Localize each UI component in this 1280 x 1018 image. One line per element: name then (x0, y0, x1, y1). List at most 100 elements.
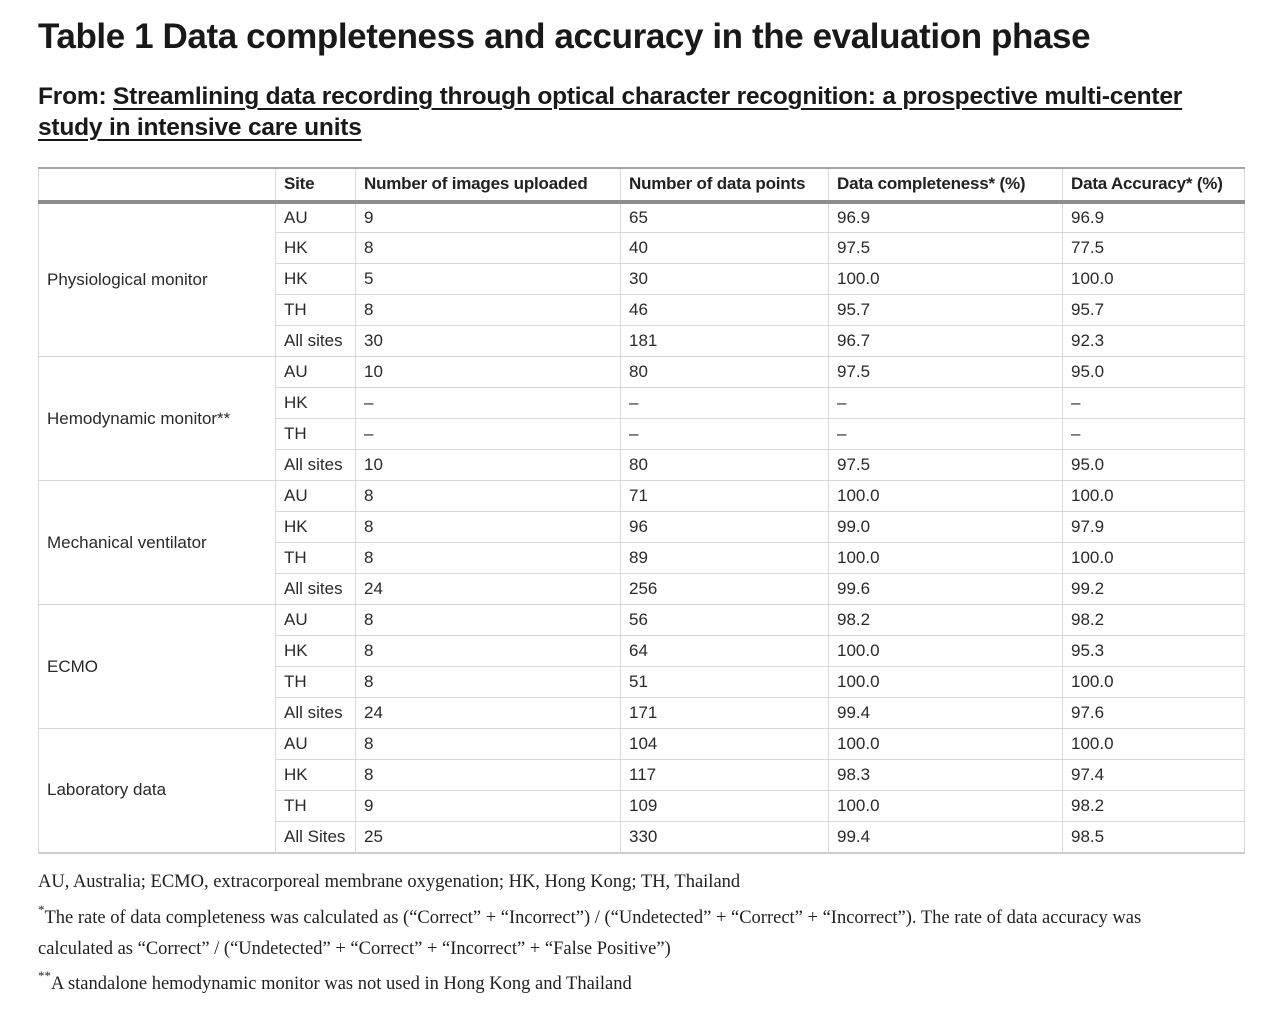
value-cell: 8 (355, 728, 621, 760)
table-row: TH 8 89 100.0 100.0 (39, 542, 1245, 574)
value-cell: 65 (620, 201, 829, 233)
site-cell: HK (275, 263, 356, 295)
value-cell: 97.5 (828, 232, 1063, 264)
value-cell: 99.0 (828, 511, 1063, 543)
value-cell: 99.4 (828, 821, 1063, 853)
table-row: Laboratory data AU 8 104 100.0 100.0 (38, 728, 1245, 853)
value-cell: – (355, 418, 621, 450)
category-cell: ECMO (38, 604, 276, 729)
value-cell: – (355, 387, 621, 419)
value-cell: 99.6 (828, 573, 1063, 605)
column-header: Number of images uploaded (355, 167, 621, 204)
value-cell: 97.5 (828, 356, 1063, 388)
value-cell: 8 (355, 232, 621, 264)
value-cell: 97.5 (828, 449, 1063, 481)
site-cell: AU (275, 604, 356, 636)
value-cell: 8 (355, 542, 621, 574)
value-cell: 80 (620, 356, 829, 388)
site-cell: HK (275, 759, 356, 791)
value-cell: 100.0 (1062, 666, 1245, 698)
site-cell: AU (275, 728, 356, 760)
column-header: Data completeness* (%) (828, 167, 1063, 204)
footnote-marker: * (38, 902, 45, 918)
value-cell: 256 (620, 573, 829, 605)
footnote-marker: ** (38, 968, 51, 984)
footnotes: AU, Australia; ECMO, extracorporeal memb… (38, 867, 1198, 1000)
site-cell: HK (275, 635, 356, 667)
table-row: All sites 10 80 97.5 95.0 (39, 449, 1245, 481)
site-cell: All Sites (275, 821, 356, 853)
value-cell: 98.2 (828, 604, 1063, 636)
header-row: Site Number of images uploaded Number of d… (38, 167, 1245, 204)
value-cell: 100.0 (828, 790, 1063, 822)
value-cell: 96.9 (1062, 201, 1245, 233)
column-header: Number of data points (620, 167, 829, 204)
footnote-text: The rate of data completeness was calcul… (38, 907, 1142, 959)
value-cell: 97.6 (1062, 697, 1245, 729)
value-cell: 8 (355, 635, 621, 667)
footnote-hemodynamic: **A standalone hemodynamic monitor was n… (38, 969, 1198, 1000)
value-cell: 92.3 (1062, 325, 1245, 357)
value-cell: 8 (355, 511, 621, 543)
value-cell: 99.4 (828, 697, 1063, 729)
table-body: Physiological monitor AU 9 65 96.9 96.9 HK 8 40 9… (38, 201, 1245, 853)
value-cell: 8 (355, 666, 621, 698)
site-cell: AU (275, 356, 356, 388)
table-row: HK 5 30 100.0 100.0 (39, 263, 1245, 295)
value-cell: 80 (620, 449, 829, 481)
category-cell: Hemodynamic monitor** (38, 356, 276, 481)
value-cell: 89 (620, 542, 829, 574)
value-cell: 95.0 (1062, 356, 1245, 388)
table-row: Hemodynamic monitor** AU 10 80 97.5 95.0 (38, 356, 1245, 481)
value-cell: – (828, 418, 1063, 450)
value-cell: 95.3 (1062, 635, 1245, 667)
site-cell: TH (275, 542, 356, 574)
site-cell: TH (275, 418, 356, 450)
table-row: All Sites 25 330 99.4 98.5 (39, 821, 1245, 853)
article-title-link[interactable]: Streamlining data recording through opti… (38, 82, 1183, 141)
site-cell: HK (275, 232, 356, 264)
site-cell: AU (275, 201, 356, 233)
value-cell: 51 (620, 666, 829, 698)
column-header (38, 167, 276, 204)
value-cell: 100.0 (1062, 480, 1245, 512)
column-header: Data Accuracy* (%) (1062, 167, 1245, 204)
site-cell: HK (275, 511, 356, 543)
data-table: Site Number of images uploaded Number of d… (38, 166, 1245, 854)
value-cell: 25 (355, 821, 621, 853)
category-cell: Physiological monitor (38, 201, 276, 357)
table-row: ECMO AU 8 56 98.2 98.2 (38, 604, 1245, 729)
value-cell: 8 (355, 759, 621, 791)
page-title: Table 1 Data completeness and accuracy i… (38, 17, 1091, 56)
site-cell: All sites (275, 325, 356, 357)
value-cell: 100.0 (828, 635, 1063, 667)
value-cell: 181 (620, 325, 829, 357)
value-cell: 5 (355, 263, 621, 295)
site-cell: All sites (275, 573, 356, 605)
value-cell: – (620, 387, 829, 419)
value-cell: 56 (620, 604, 829, 636)
value-cell: – (1062, 418, 1245, 450)
table-row: Physiological monitor AU 9 65 96.9 96.9 (38, 201, 1245, 357)
value-cell: 100.0 (828, 542, 1063, 574)
value-cell: 8 (355, 480, 621, 512)
table-header: Site Number of images uploaded Number of d… (38, 167, 1245, 204)
value-cell: 9 (355, 201, 621, 233)
from-prefix: From: (38, 82, 114, 110)
table-row: All sites 24 256 99.6 99.2 (39, 573, 1245, 605)
value-cell: 98.5 (1062, 821, 1245, 853)
value-cell: 40 (620, 232, 829, 264)
value-cell: 117 (620, 759, 829, 791)
value-cell: 46 (620, 294, 829, 326)
table-row: TH 9 109 100.0 98.2 (39, 790, 1245, 822)
table-row: TH 8 46 95.7 95.7 (39, 294, 1245, 326)
value-cell: 104 (620, 728, 829, 760)
footnote-abbreviations: AU, Australia; ECMO, extracorporeal memb… (38, 867, 1198, 898)
value-cell: 9 (355, 790, 621, 822)
value-cell: 98.2 (1062, 604, 1245, 636)
column-header: Site (275, 167, 356, 204)
value-cell: – (620, 418, 829, 450)
category-cell: Laboratory data (38, 728, 276, 853)
site-cell: HK (275, 387, 356, 419)
